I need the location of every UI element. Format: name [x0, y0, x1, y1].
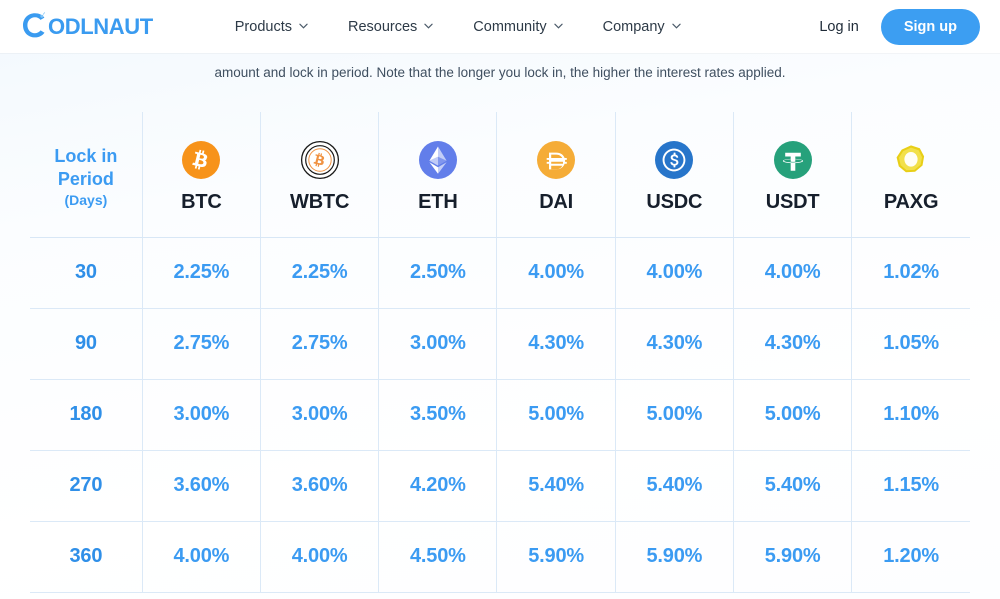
table-header: Lock in Period (Days): [30, 112, 970, 238]
cell-rate-dai: 5.00%: [496, 379, 616, 451]
cell-rate-usdt: 5.40%: [733, 450, 853, 522]
nav-item-resources[interactable]: Resources: [348, 19, 433, 35]
chevron-down-icon: [424, 23, 433, 32]
cell-period: 180: [30, 379, 143, 451]
cell-period: 30: [30, 237, 143, 309]
nav-label-company: Company: [602, 18, 665, 35]
login-link[interactable]: Log in: [819, 18, 859, 35]
chevron-down-icon: [553, 23, 563, 32]
column-header-lock-in-period: Lock in Period (Days): [30, 112, 143, 238]
cell-rate-btc: 2.25%: [142, 237, 261, 309]
bitcoin-icon: [181, 140, 221, 180]
cell-period: 360: [30, 521, 143, 593]
intro-paragraph: amount and lock in period. Note that the…: [214, 65, 786, 81]
cell-rate-paxg: 1.20%: [851, 521, 970, 593]
lock-in-period-days: (Days): [64, 191, 108, 208]
lock-in-period-line1: Lock in: [54, 145, 118, 166]
cell-rate-paxg: 1.15%: [851, 450, 970, 522]
main-navigation: Products Resources Community Company: [235, 19, 681, 35]
hodlnaut-h-logo-icon: [20, 11, 50, 41]
column-header-wbtc: WBTC: [260, 112, 380, 238]
ethereum-icon: [418, 140, 458, 180]
table-header-row: Lock in Period (Days): [30, 112, 970, 238]
cell-rate-usdt: 4.30%: [733, 308, 853, 380]
wrapped-bitcoin-icon: [300, 140, 340, 180]
column-header-paxg: PAXG: [851, 112, 970, 238]
usd-coin-icon: [654, 140, 694, 180]
coin-name-wbtc: WBTC: [290, 191, 350, 214]
table-body: 30 2.25% 2.25% 2.50% 4.00% 4.00% 4.00% 1…: [30, 237, 970, 593]
cell-rate-usdc: 5.00%: [615, 379, 734, 451]
nav-label-community: Community: [473, 18, 547, 35]
cell-rate-btc: 3.00%: [142, 379, 261, 451]
table-row: 180 3.00% 3.00% 3.50% 5.00% 5.00% 5.00% …: [30, 379, 970, 451]
nav-item-community[interactable]: Community: [473, 18, 563, 35]
intro-paragraph-container: amount and lock in period. Note that the…: [0, 53, 1000, 93]
cell-rate-paxg: 1.02%: [851, 237, 970, 309]
cell-rate-wbtc: 3.60%: [260, 450, 380, 522]
column-header-usdt: USDT: [733, 112, 853, 238]
nav-item-products[interactable]: Products: [235, 19, 308, 35]
cell-rate-wbtc: 3.00%: [260, 379, 380, 451]
cell-rate-eth: 2.50%: [378, 237, 498, 309]
cell-rate-dai: 5.90%: [496, 521, 616, 593]
cell-rate-dai: 5.40%: [496, 450, 616, 522]
cell-rate-btc: 2.75%: [142, 308, 261, 380]
pax-gold-icon: [891, 140, 931, 180]
header-actions: Log in Sign up: [819, 8, 980, 45]
dai-icon: [536, 140, 576, 180]
table-row: 30 2.25% 2.25% 2.50% 4.00% 4.00% 4.00% 1…: [30, 237, 970, 309]
cell-rate-wbtc: 4.00%: [260, 521, 380, 593]
cell-rate-usdt: 4.00%: [733, 237, 853, 309]
cell-rate-usdc: 5.40%: [615, 450, 734, 522]
cell-rate-eth: 3.00%: [378, 308, 498, 380]
cell-rate-usdc: 4.00%: [615, 237, 734, 309]
cell-rate-wbtc: 2.75%: [260, 308, 380, 380]
cell-rate-paxg: 1.10%: [851, 379, 970, 451]
site-logo[interactable]: ODLNAUT: [20, 11, 153, 42]
table-row: 360 4.00% 4.00% 4.50% 5.90% 5.90% 5.90% …: [30, 521, 970, 593]
table-row: 270 3.60% 3.60% 4.20% 5.40% 5.40% 5.40% …: [30, 450, 970, 522]
cell-rate-usdt: 5.00%: [733, 379, 853, 451]
signup-button[interactable]: Sign up: [880, 8, 980, 45]
cell-rate-eth: 4.20%: [378, 450, 498, 522]
coin-name-paxg: PAXG: [883, 191, 939, 214]
chevron-down-icon: [299, 23, 308, 32]
table-row: 90 2.75% 2.75% 3.00% 4.30% 4.30% 4.30% 1…: [30, 308, 970, 380]
tether-icon: [773, 140, 813, 180]
nav-label-products: Products: [234, 18, 292, 35]
cell-rate-usdc: 4.30%: [615, 308, 734, 380]
column-header-usdc: USDC: [615, 112, 734, 238]
cell-rate-wbtc: 2.25%: [260, 237, 380, 309]
interest-rates-table: Lock in Period (Days): [30, 112, 970, 593]
cell-rate-eth: 4.50%: [378, 521, 498, 593]
column-header-eth: ETH: [378, 112, 498, 238]
coin-name-usdc: USDC: [646, 191, 703, 214]
cell-rate-paxg: 1.05%: [851, 308, 970, 380]
cell-rate-dai: 4.00%: [496, 237, 616, 309]
cell-rate-btc: 3.60%: [142, 450, 261, 522]
site-header: ODLNAUT Products Resources Community: [0, 0, 1000, 53]
cell-rate-eth: 3.50%: [378, 379, 498, 451]
nav-item-company[interactable]: Company: [603, 19, 681, 35]
interest-rates-table-container: Lock in Period (Days): [30, 112, 970, 593]
cell-rate-dai: 4.30%: [496, 308, 616, 380]
chevron-down-icon: [672, 23, 681, 32]
coin-name-btc: BTC: [181, 191, 222, 214]
column-header-btc: BTC: [142, 112, 261, 238]
cell-rate-usdt: 5.90%: [733, 521, 853, 593]
cell-rate-btc: 4.00%: [142, 521, 261, 593]
coin-name-usdt: USDT: [765, 191, 820, 214]
cell-rate-usdc: 5.90%: [615, 521, 734, 593]
cell-period: 90: [30, 308, 143, 380]
logo-text: ODLNAUT: [48, 13, 153, 39]
lock-in-period-line2: Period: [57, 168, 114, 189]
nav-label-resources: Resources: [347, 18, 418, 35]
coin-name-dai: DAI: [539, 191, 574, 214]
cell-period: 270: [30, 450, 143, 522]
column-header-dai: DAI: [496, 112, 616, 238]
coin-name-eth: ETH: [418, 191, 458, 214]
